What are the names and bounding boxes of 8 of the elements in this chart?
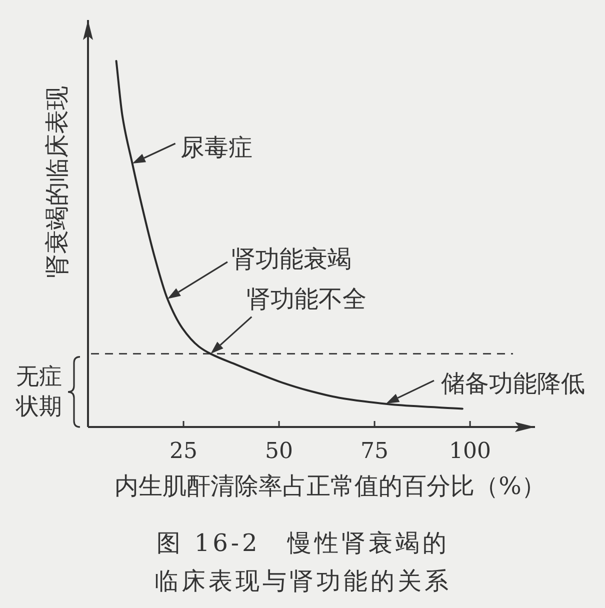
annotation: 肾功能不全 — [246, 284, 367, 313]
annotation: 尿毒症 — [180, 133, 252, 162]
xlabel: 内生肌酐清除率占正常值的百分比（%） — [114, 472, 546, 500]
annotation: 储备功能降低 — [441, 370, 585, 398]
annotation: 无症状期 — [16, 364, 62, 420]
title: 图 16-2 慢性肾衰竭的临床表现与肾功能的关系 — [154, 529, 452, 595]
ylabel: 肾衰竭的临床表现 — [43, 86, 71, 278]
annotation: 肾功能衰竭 — [231, 244, 352, 273]
